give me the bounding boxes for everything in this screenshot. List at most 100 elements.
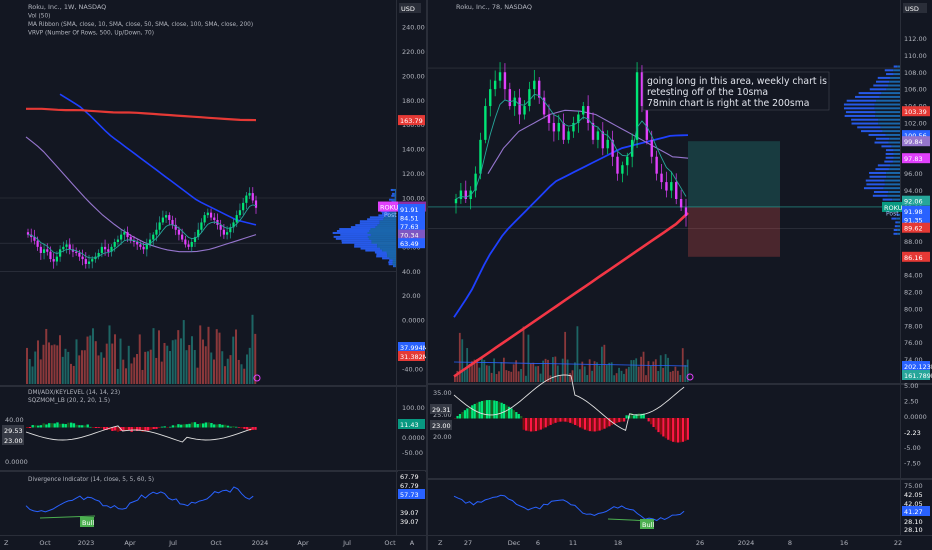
price-tag-bg [398, 471, 425, 481]
candle-body [567, 131, 570, 140]
volume-bar [48, 342, 50, 384]
intraday-chart-panel[interactable]: Roku, Inc., 78, NASDAQ USD 112.00 110.00 108… [428, 0, 932, 550]
price-tag-bg [430, 404, 452, 414]
price-tag-text: Bull [82, 519, 94, 527]
candle-body [464, 190, 467, 199]
profile-bar [873, 84, 888, 87]
volume-bar [635, 358, 638, 382]
profile-bar [884, 69, 894, 72]
candle-body [547, 114, 551, 123]
divergence-tag: 42.05 [902, 489, 930, 499]
volume-bar [520, 369, 522, 382]
candle-body [655, 156, 658, 174]
squeeze-bar [144, 427, 147, 432]
candle-body [71, 249, 75, 252]
price-tag-text: 77.63 [400, 223, 419, 231]
volume-bar [215, 329, 218, 384]
volume-bar [593, 361, 596, 382]
squeeze-bar [503, 403, 506, 419]
volume-bar [544, 358, 547, 382]
price-tag: 99.84 [902, 136, 930, 147]
dmi-tick: 2.50 [904, 398, 918, 406]
volume-bar [623, 373, 625, 382]
squeeze-bar [100, 427, 103, 429]
profile-bar [371, 241, 396, 244]
squeeze-bar [574, 418, 577, 425]
profile-bar [888, 168, 900, 171]
price-tag-text: 100.56 [904, 132, 927, 140]
candle-body [52, 259, 55, 262]
squeeze-bar [598, 418, 601, 431]
candle-body [254, 200, 258, 208]
volume-bar [559, 375, 562, 382]
volume-bar [458, 332, 461, 382]
price-tick: 220.00 [402, 48, 425, 56]
volume-bar [199, 325, 202, 384]
candle-body [675, 182, 678, 199]
price-tag-bg [902, 195, 930, 206]
profile-bar [388, 214, 396, 217]
price-tag-bg [398, 229, 425, 240]
profile-bar [868, 133, 886, 136]
profile-bar [869, 171, 887, 174]
volume-bar [45, 328, 48, 384]
squeeze-bar [136, 427, 139, 432]
weekly-chart-panel[interactable]: Roku, Inc., 1W, NASDAQ Vol (50) MA Ribbon … [0, 0, 426, 550]
volume-bar [127, 345, 130, 384]
volume-bar [468, 363, 471, 382]
volume-bar [177, 330, 180, 384]
price-tick: 20.00 [402, 292, 421, 300]
profile-bar [387, 253, 396, 256]
dmi-tick: -7.50 [904, 460, 921, 468]
sma-100-line [453, 134, 689, 318]
price-tag-bg [2, 425, 24, 435]
squeeze-bar [571, 418, 574, 424]
squeeze-bar [672, 418, 675, 442]
squeeze-bar [248, 427, 252, 431]
price-tag-bg [902, 222, 930, 233]
legend-line: Vol (50) [28, 14, 50, 20]
volume-bar [564, 331, 567, 382]
candle-body [62, 246, 65, 250]
profile-bar [389, 259, 393, 262]
candle-body [36, 240, 39, 247]
candle-body [630, 139, 634, 157]
panel-divider[interactable] [426, 0, 428, 550]
volume-bar [26, 347, 28, 384]
squeeze-bar [166, 427, 169, 428]
squeeze-bar [89, 426, 92, 428]
profile-bar [377, 224, 396, 227]
time-tick: 2023 [78, 539, 95, 547]
profile-bar [893, 152, 900, 155]
squeeze-bar [542, 418, 545, 429]
time-tick: 22 [894, 539, 902, 547]
price-tag: 91.35 [902, 214, 930, 225]
time-tick: 26 [696, 539, 704, 547]
volume-bars [454, 326, 689, 382]
dmi-left-tag: 23.00 [430, 420, 452, 430]
squeeze-bar [625, 415, 628, 419]
price-tag-text: 57.73 [400, 491, 419, 499]
candle-body [484, 106, 487, 140]
volume-bar [235, 329, 237, 384]
volume-bar [598, 365, 601, 382]
divergence-tag: 39.07 [398, 516, 425, 526]
price-tag-text: 23.00 [4, 437, 23, 445]
price-tag-bg [398, 419, 425, 429]
profile-bar [861, 130, 883, 133]
squeeze-bar [483, 400, 486, 419]
price-tag-bg [398, 238, 425, 249]
squeeze-bar [674, 418, 677, 443]
volume-bar [100, 352, 103, 384]
candle-body [537, 80, 541, 98]
volume-bar [89, 335, 92, 384]
squeeze-bar [163, 426, 166, 428]
squeeze-bar [103, 427, 106, 430]
price-tick: -40.00 [402, 366, 423, 374]
volume-bar [552, 357, 554, 382]
profile-bar [378, 214, 389, 217]
squeeze-bar [485, 400, 489, 419]
price-tag: 84.51 [398, 212, 425, 223]
profile-bar [370, 233, 396, 236]
profile-bar [891, 145, 900, 148]
